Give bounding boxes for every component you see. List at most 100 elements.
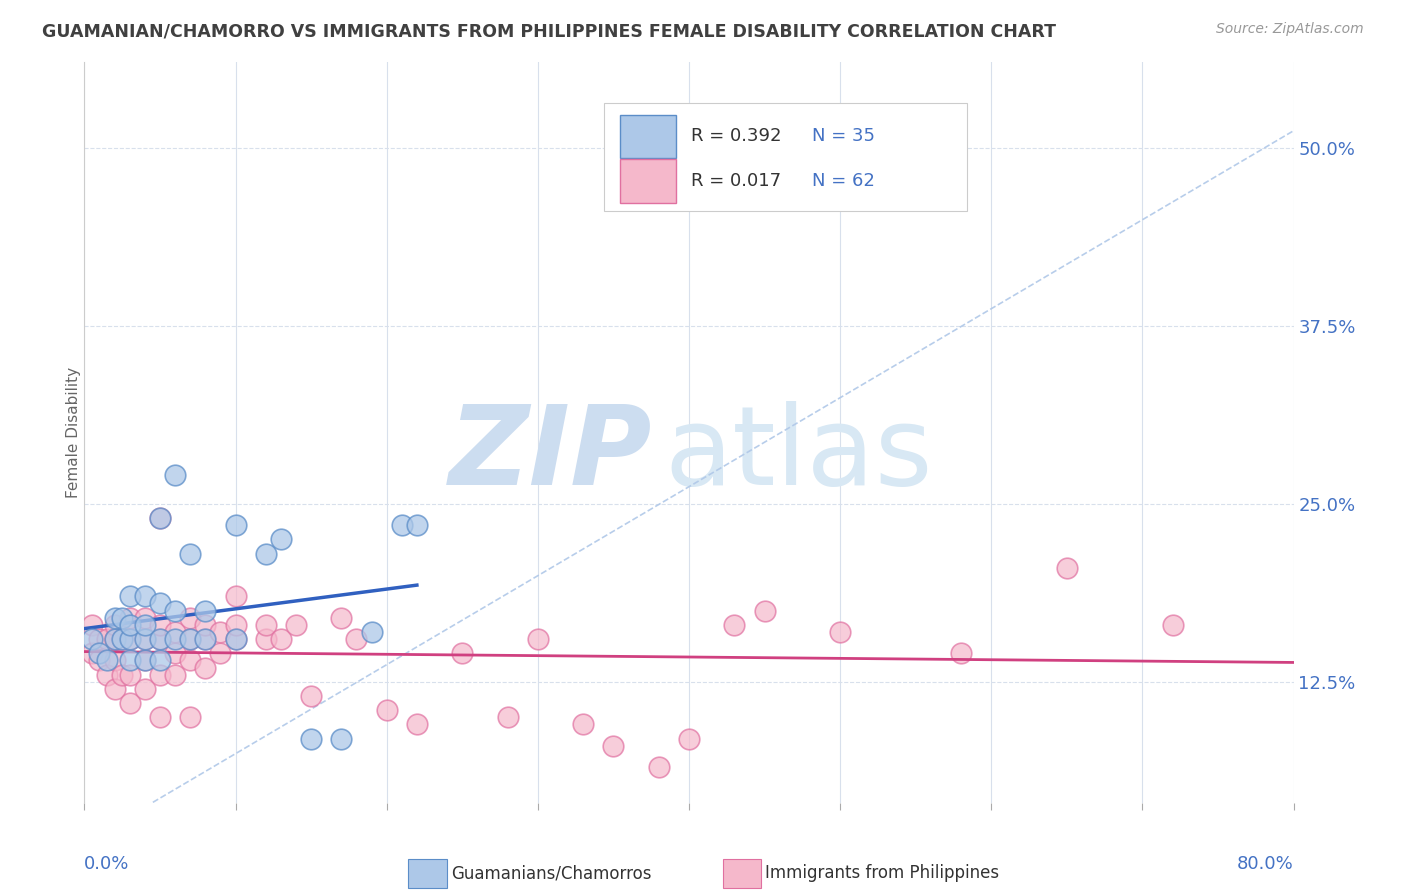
FancyBboxPatch shape xyxy=(620,115,676,158)
Point xyxy=(527,632,550,646)
Point xyxy=(149,597,172,611)
Text: Immigrants from Philippines: Immigrants from Philippines xyxy=(765,864,1000,882)
Text: Source: ZipAtlas.com: Source: ZipAtlas.com xyxy=(1216,22,1364,37)
Point xyxy=(111,632,134,646)
Point xyxy=(165,624,187,639)
Point xyxy=(149,710,172,724)
Point xyxy=(194,617,217,632)
Point xyxy=(723,617,745,632)
Point xyxy=(118,667,141,681)
Point xyxy=(118,610,141,624)
Point xyxy=(391,518,413,533)
Point xyxy=(496,710,519,724)
Point xyxy=(179,710,201,724)
FancyBboxPatch shape xyxy=(723,859,762,888)
Point xyxy=(254,617,277,632)
Point xyxy=(179,547,201,561)
Point xyxy=(149,617,172,632)
Point xyxy=(149,632,172,646)
Point xyxy=(149,511,172,525)
Point xyxy=(118,632,141,646)
Point xyxy=(111,610,134,624)
Point xyxy=(134,610,156,624)
Point xyxy=(111,632,134,646)
Point xyxy=(134,632,156,646)
Text: N = 62: N = 62 xyxy=(813,172,875,190)
Point xyxy=(330,610,353,624)
Point xyxy=(134,653,156,667)
Point xyxy=(299,689,322,703)
Point xyxy=(1161,617,1184,632)
Point xyxy=(194,604,217,618)
Point xyxy=(330,731,353,746)
Point xyxy=(179,632,201,646)
Point xyxy=(179,653,201,667)
Point xyxy=(104,681,127,696)
Text: 0.0%: 0.0% xyxy=(84,855,129,872)
FancyBboxPatch shape xyxy=(620,159,676,202)
FancyBboxPatch shape xyxy=(408,859,447,888)
Point xyxy=(96,653,118,667)
Point xyxy=(179,632,201,646)
Point xyxy=(346,632,368,646)
Point xyxy=(209,646,232,660)
Point xyxy=(118,653,141,667)
Point xyxy=(572,717,595,731)
Point xyxy=(678,731,700,746)
Point xyxy=(96,632,118,646)
Point xyxy=(406,518,429,533)
Point xyxy=(104,632,127,646)
Point xyxy=(134,590,156,604)
Point xyxy=(104,617,127,632)
Text: atlas: atlas xyxy=(665,401,934,508)
Text: ZIP: ZIP xyxy=(449,401,652,508)
Point xyxy=(80,646,103,660)
Point xyxy=(89,653,111,667)
Point xyxy=(149,667,172,681)
Point xyxy=(754,604,776,618)
Point xyxy=(950,646,973,660)
Point xyxy=(134,617,156,632)
Point xyxy=(89,646,111,660)
Text: R = 0.392: R = 0.392 xyxy=(692,128,782,145)
Point xyxy=(602,739,624,753)
Point xyxy=(194,660,217,674)
Point xyxy=(285,617,308,632)
Text: GUAMANIAN/CHAMORRO VS IMMIGRANTS FROM PHILIPPINES FEMALE DISABILITY CORRELATION : GUAMANIAN/CHAMORRO VS IMMIGRANTS FROM PH… xyxy=(42,22,1056,40)
Text: Guamanians/Chamorros: Guamanians/Chamorros xyxy=(451,864,651,882)
Point xyxy=(111,667,134,681)
Point xyxy=(165,468,187,483)
Point xyxy=(134,681,156,696)
Point xyxy=(80,617,103,632)
Point xyxy=(360,624,382,639)
Point xyxy=(254,632,277,646)
Point xyxy=(149,653,172,667)
Point xyxy=(225,518,247,533)
Point xyxy=(225,632,247,646)
Point xyxy=(225,590,247,604)
Point xyxy=(165,646,187,660)
Point xyxy=(89,632,111,646)
Point xyxy=(270,632,292,646)
Point xyxy=(299,731,322,746)
Point xyxy=(165,632,187,646)
FancyBboxPatch shape xyxy=(605,103,967,211)
Point xyxy=(134,632,156,646)
Point xyxy=(134,653,156,667)
Point xyxy=(118,590,141,604)
Point xyxy=(179,610,201,624)
Point xyxy=(149,632,172,646)
Point xyxy=(451,646,474,660)
Point xyxy=(80,632,103,646)
Point xyxy=(118,617,141,632)
Point xyxy=(225,632,247,646)
Point xyxy=(194,632,217,646)
Point xyxy=(225,617,247,632)
Text: N = 35: N = 35 xyxy=(813,128,876,145)
Point xyxy=(149,511,172,525)
Text: R = 0.017: R = 0.017 xyxy=(692,172,782,190)
Point xyxy=(165,667,187,681)
Point xyxy=(270,533,292,547)
Point xyxy=(406,717,429,731)
Y-axis label: Female Disability: Female Disability xyxy=(66,367,80,499)
